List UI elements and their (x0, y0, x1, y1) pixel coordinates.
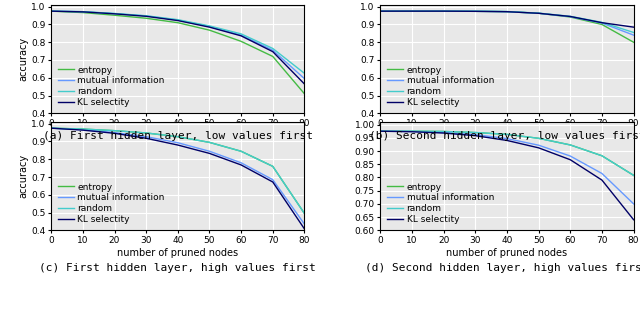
Text: (b) Second hidden layer, low values first: (b) Second hidden layer, low values firs… (369, 131, 640, 141)
X-axis label: number of pruned nodes: number of pruned nodes (117, 248, 238, 258)
X-axis label: number of pruned nodes: number of pruned nodes (447, 248, 568, 258)
Legend: entropy, mutual information, random, KL selectity: entropy, mutual information, random, KL … (56, 181, 166, 226)
Legend: entropy, mutual information, random, KL selectity: entropy, mutual information, random, KL … (385, 181, 496, 226)
Text: (a) First hidden layer, low values first: (a) First hidden layer, low values first (43, 131, 313, 141)
Text: (d) Second hidden layer, high values first: (d) Second hidden layer, high values fir… (365, 263, 640, 273)
Legend: entropy, mutual information, random, KL selectity: entropy, mutual information, random, KL … (56, 64, 166, 109)
Y-axis label: accuracy: accuracy (19, 37, 29, 81)
Text: (c) First hidden layer, high values first: (c) First hidden layer, high values firs… (40, 263, 316, 273)
Y-axis label: accuracy: accuracy (19, 154, 29, 198)
Legend: entropy, mutual information, random, KL selectity: entropy, mutual information, random, KL … (385, 64, 496, 109)
